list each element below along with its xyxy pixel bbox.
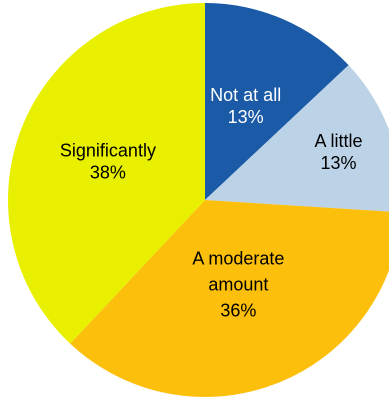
pie-slice-a-moderate-amount <box>70 200 389 397</box>
pie-category-label: Not at all <box>210 85 281 105</box>
pie-value-label: 36% <box>220 300 256 320</box>
pie-value-label: 13% <box>228 107 264 127</box>
pie-slice-a-little <box>205 65 389 212</box>
pie-value-label: 38% <box>90 163 126 183</box>
pie-slice-significantly <box>7 3 205 344</box>
pie-category-label: A moderate <box>192 248 284 268</box>
pie-slice-not-at-all <box>205 3 349 200</box>
pie-category-label: Significantly <box>60 141 156 161</box>
pie-category-label: A little <box>314 131 362 151</box>
pie-value-label: 13% <box>320 153 356 173</box>
pie-category-label: amount <box>208 274 268 294</box>
pie-label-a-moderate-amount: A moderate amount 36% <box>192 248 284 320</box>
